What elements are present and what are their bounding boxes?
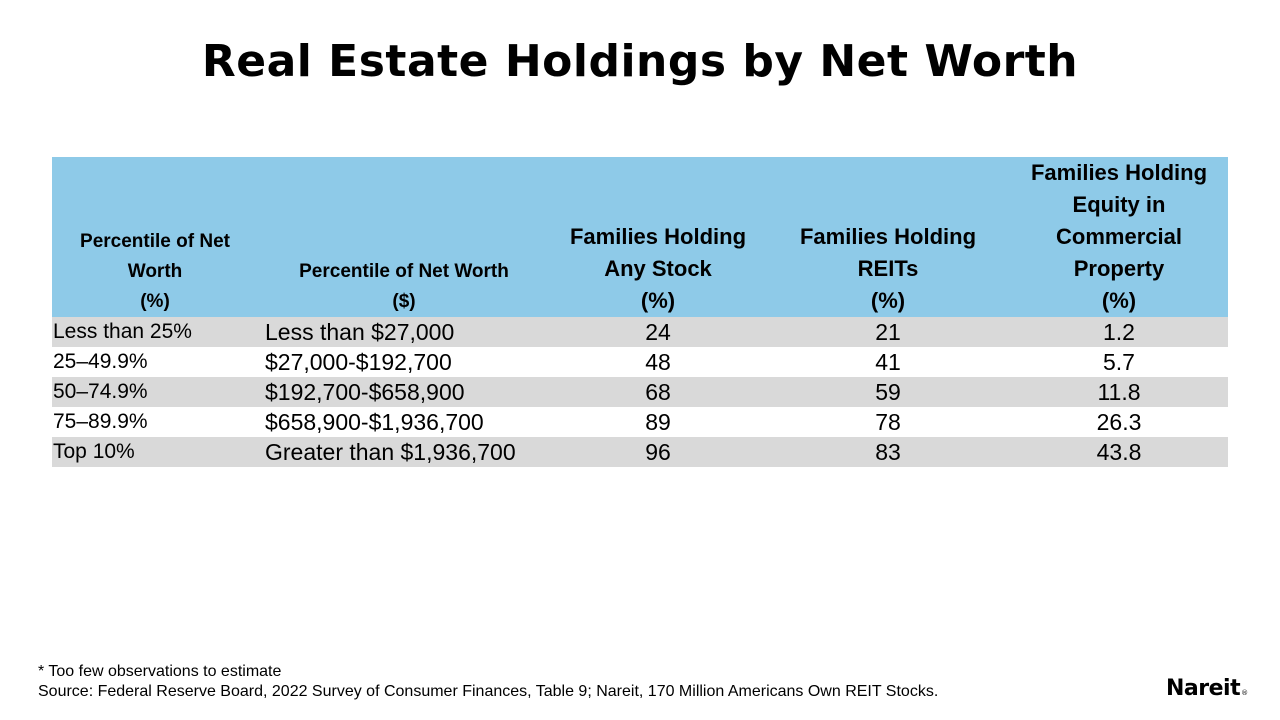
table-row: 25–49.9% $27,000-$192,700 48 41 5.7 [52,347,1228,377]
table-cell: 59 [766,377,1010,407]
table-cell: 5.7 [1010,347,1228,377]
table-cell: 1.2 [1010,317,1228,347]
table-cell: 89 [550,407,766,437]
table-cell: 21 [766,317,1010,347]
table-cell: 25–49.9% [52,347,258,377]
table-cell: Greater than $1,936,700 [258,437,550,467]
table-cell: 50–74.9% [52,377,258,407]
footnote: * Too few observations to estimate Sourc… [38,662,938,702]
header-row: Percentile of Net Worth (%) Percentile o… [52,157,1228,317]
col-header-percentile-pct: Percentile of Net Worth (%) [52,157,258,317]
table-row: Less than 25% Less than $27,000 24 21 1.… [52,317,1228,347]
table-cell: 68 [550,377,766,407]
table-row: 75–89.9% $658,900-$1,936,700 89 78 26.3 [52,407,1228,437]
table-cell: Top 10% [52,437,258,467]
table-cell: $27,000-$192,700 [258,347,550,377]
page-title: Real Estate Holdings by Net Worth [201,36,1079,87]
source-note: Source: Federal Reserve Board, 2022 Surv… [38,683,939,700]
footnote-note: * Too few observations to estimate [38,663,282,680]
table-cell: 43.8 [1010,437,1228,467]
table-row: 50–74.9% $192,700-$658,900 68 59 11.8 [52,377,1228,407]
table-cell: $192,700-$658,900 [258,377,550,407]
table-cell: Less than 25% [52,317,258,347]
table-cell: 24 [550,317,766,347]
col-header-commercial-property: Families Holding Equity in Commercial Pr… [1010,157,1228,317]
logo-text: Nareit [1166,676,1241,701]
registered-mark-icon: ® [1241,689,1248,697]
table-cell: 83 [766,437,1010,467]
holdings-table: Percentile of Net Worth (%) Percentile o… [52,157,1228,467]
nareit-logo: Nareit® [1166,676,1248,701]
col-header-percentile-dollars: Percentile of Net Worth ($) [258,157,550,317]
col-header-reits: Families Holding REITs (%) [766,157,1010,317]
table-row: Top 10% Greater than $1,936,700 96 83 43… [52,437,1228,467]
table-cell: 75–89.9% [52,407,258,437]
table-cell: 96 [550,437,766,467]
table-cell: $658,900-$1,936,700 [258,407,550,437]
table-cell: Less than $27,000 [258,317,550,347]
table-cell: 11.8 [1010,377,1228,407]
table-cell: 26.3 [1010,407,1228,437]
table-cell: 48 [550,347,766,377]
table-cell: 78 [766,407,1010,437]
col-header-any-stock: Families Holding Any Stock (%) [550,157,766,317]
table-cell: 41 [766,347,1010,377]
